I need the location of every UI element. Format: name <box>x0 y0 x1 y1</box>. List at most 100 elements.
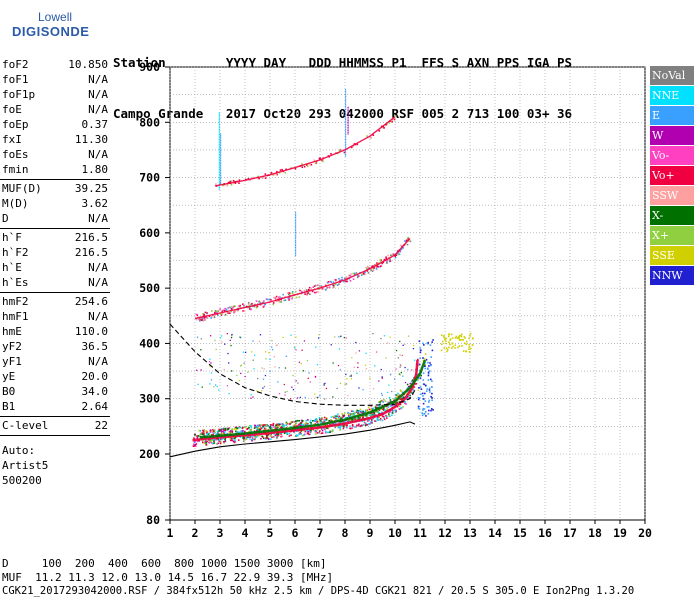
echo-point <box>276 427 279 429</box>
echo-point <box>399 398 401 400</box>
noise-streak-point <box>295 215 297 217</box>
echo-point <box>469 351 471 353</box>
echo-point <box>428 401 430 403</box>
echo-point <box>353 143 356 145</box>
echo-point <box>193 445 196 447</box>
echo-point <box>443 347 445 349</box>
echo-point <box>440 349 443 352</box>
echo-point <box>202 429 204 432</box>
echo-point <box>237 439 240 441</box>
echo-point <box>418 363 421 366</box>
echo-point <box>262 306 265 308</box>
echo-point <box>376 418 379 420</box>
echo-point <box>417 396 420 399</box>
echo-point <box>401 396 403 398</box>
echo-point <box>228 427 231 429</box>
echo-point <box>372 269 375 271</box>
echo-point <box>379 419 381 421</box>
x-tick-label: 8 <box>342 526 349 540</box>
noise-streak-point <box>218 115 220 117</box>
param-row-b0: B0 34.0 <box>2 385 108 400</box>
noise-streak-point <box>345 122 347 124</box>
echo-point <box>267 425 269 427</box>
echo-point <box>253 305 256 308</box>
echo-point <box>274 426 277 428</box>
echo-point <box>309 381 311 383</box>
noise-streak-point <box>220 173 222 175</box>
echo-point <box>390 400 392 403</box>
noise-streak-point <box>345 132 347 134</box>
echo-point <box>293 424 296 426</box>
echo-point <box>247 301 250 304</box>
echo-point <box>449 338 452 340</box>
noise-streak-point <box>220 146 222 148</box>
echo-point <box>224 313 227 316</box>
echo-point <box>409 394 411 397</box>
echo-point <box>281 422 284 425</box>
echo-point <box>278 367 280 369</box>
echo-point <box>301 349 303 351</box>
echo-point <box>426 388 428 390</box>
echo-point <box>320 285 323 287</box>
noise-streak-point <box>345 118 347 121</box>
echo-point <box>233 312 235 314</box>
echo-point <box>238 431 241 434</box>
echo-point <box>295 425 298 427</box>
echo-point <box>284 299 287 301</box>
echo-point <box>250 426 253 429</box>
echo-point <box>378 130 381 132</box>
noise-streak-point <box>295 249 297 252</box>
echo-point <box>355 425 358 427</box>
echo-point <box>356 372 358 374</box>
echo-point <box>207 433 210 436</box>
echo-point <box>203 314 205 317</box>
noise-streak-point <box>220 135 222 137</box>
echo-point <box>256 430 258 432</box>
echo-point <box>364 422 367 425</box>
echo-point <box>411 369 413 371</box>
echo-point <box>275 424 277 426</box>
echo-point <box>270 427 273 429</box>
echo-point <box>243 310 246 312</box>
echo-point <box>284 295 286 298</box>
echo-point <box>388 122 391 124</box>
echo-point <box>413 386 416 388</box>
echo-point <box>306 429 308 432</box>
noise-streak-point <box>220 148 222 150</box>
echo-point <box>374 263 377 266</box>
echo-point <box>389 374 392 376</box>
echo-point <box>374 420 376 422</box>
echo-point <box>464 337 466 339</box>
echo-point <box>325 419 328 421</box>
echo-point <box>276 170 278 173</box>
echo-point <box>231 431 234 433</box>
echo-point <box>222 430 225 432</box>
echo-point <box>230 306 233 308</box>
noise-streak-point <box>345 123 347 126</box>
echo-point <box>214 431 217 434</box>
echo-point <box>361 273 363 276</box>
echo-point <box>366 268 368 271</box>
echo-point <box>387 401 390 404</box>
echo-point <box>404 240 406 242</box>
echo-point <box>300 430 303 432</box>
echo-point <box>471 344 474 346</box>
echo-point <box>420 388 423 390</box>
param-label: fmin <box>2 163 29 176</box>
echo-point <box>418 407 421 410</box>
echo-point <box>217 309 220 312</box>
echo-point <box>261 424 264 427</box>
echo-point <box>243 437 245 439</box>
echo-point <box>393 399 396 401</box>
echo-point <box>428 399 431 402</box>
echo-point <box>268 426 271 429</box>
noise-streak-point <box>347 130 349 132</box>
echo-point <box>223 368 225 371</box>
echo-point <box>264 425 266 427</box>
echo-point <box>421 392 424 395</box>
echo-point <box>242 430 244 432</box>
echo-point <box>306 165 309 167</box>
echo-point <box>460 335 463 338</box>
echo-point <box>398 250 401 253</box>
echo-point <box>409 240 412 243</box>
